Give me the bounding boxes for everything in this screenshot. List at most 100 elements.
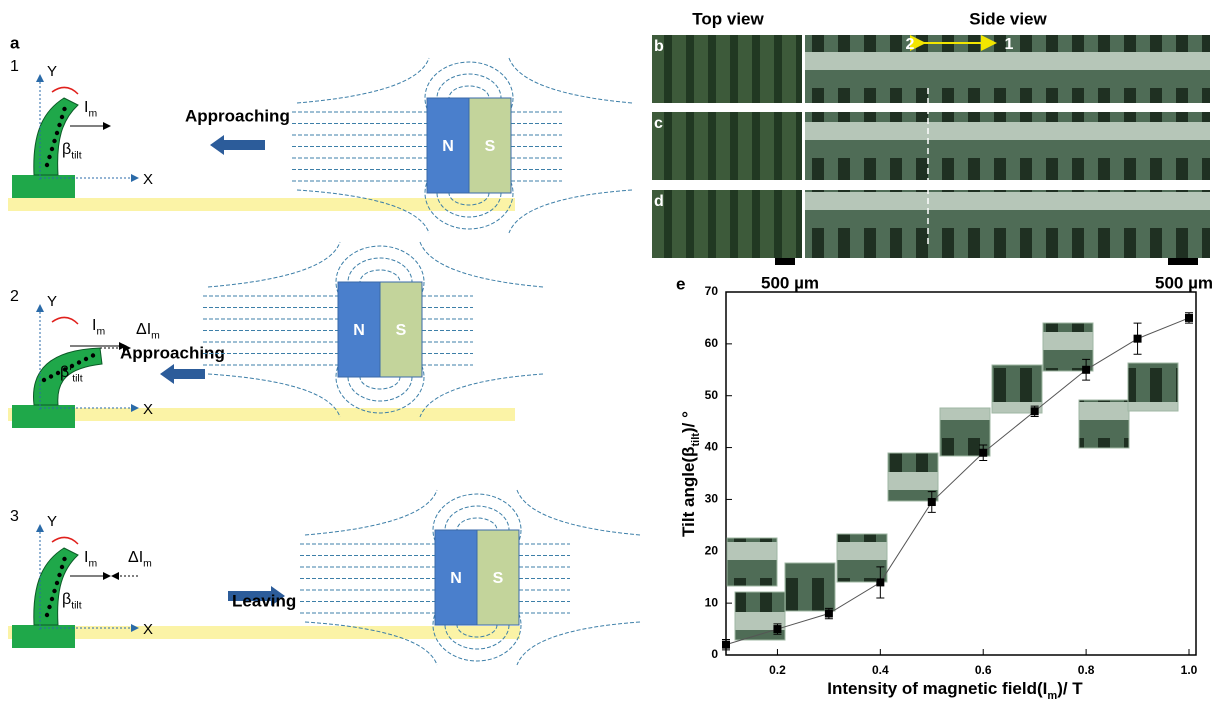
particle xyxy=(77,360,81,364)
y-axis-title: Tilt angle(βtilt)/ ° xyxy=(679,411,701,537)
particle xyxy=(45,613,49,617)
y-tick-label: 50 xyxy=(705,388,719,402)
magnet-label: S xyxy=(485,138,496,155)
y-axis-label: Y xyxy=(47,293,57,310)
particle xyxy=(49,374,53,378)
data-point xyxy=(1082,366,1090,374)
field-line xyxy=(517,622,640,665)
motion-arrow xyxy=(160,364,205,384)
substrate xyxy=(8,198,515,211)
position-marker: 1 xyxy=(1005,36,1014,53)
top-view-image xyxy=(652,112,802,180)
figure: a1YXImβtiltApproachingNS2YXImΔImβ′tiltAp… xyxy=(0,0,1222,708)
inset-image xyxy=(837,534,887,582)
action-label: Approaching xyxy=(120,343,225,362)
y-tick-label: 10 xyxy=(705,595,719,609)
x-axis-label: X xyxy=(143,401,153,418)
data-point xyxy=(773,625,781,633)
angle-label: βtilt xyxy=(62,141,82,161)
y-axis-title-part: Tilt angle(β xyxy=(679,447,698,537)
particle xyxy=(55,581,59,585)
rotation-arrow xyxy=(52,87,78,94)
particle xyxy=(50,597,54,601)
delta-label-part: m xyxy=(143,558,152,569)
field-line xyxy=(208,242,340,287)
particle xyxy=(47,155,51,159)
y-axis-title-part: )/ ° xyxy=(679,411,698,433)
inset-image xyxy=(727,538,777,586)
inset-image xyxy=(888,453,938,501)
angle-label-part: tilt xyxy=(71,150,82,161)
particle xyxy=(60,565,64,569)
data-point xyxy=(1134,335,1142,343)
angle-label-part: tilt xyxy=(71,600,82,611)
x-tick-label: 0.6 xyxy=(975,663,992,677)
image-label: c xyxy=(654,115,663,132)
force-label-part: m xyxy=(88,108,97,119)
rotation-arrow xyxy=(52,537,78,544)
particle xyxy=(45,163,49,167)
scale-label: 500 µm xyxy=(1155,273,1213,292)
angle-label: βtilt xyxy=(62,591,82,611)
data-point xyxy=(1031,407,1039,415)
inset-image xyxy=(1128,363,1178,411)
magnet-label: N xyxy=(353,322,365,339)
inset-image xyxy=(1079,400,1129,448)
row-number: 2 xyxy=(10,288,19,305)
y-axis-label: Y xyxy=(47,63,57,80)
side-view-image xyxy=(805,190,1210,258)
top-view-image xyxy=(652,35,802,103)
field-line xyxy=(297,58,429,103)
force-label-part: m xyxy=(88,558,97,569)
y-tick-label: 40 xyxy=(705,440,719,454)
particle xyxy=(57,123,61,127)
action-label: Leaving xyxy=(232,591,296,610)
magnet-label: S xyxy=(396,322,407,339)
magnet-label: N xyxy=(450,570,462,587)
delta-label-part: ΔI xyxy=(128,549,143,566)
delta-label: ΔIm xyxy=(136,321,160,341)
field-line xyxy=(305,490,437,535)
angle-label-part: β xyxy=(62,141,71,158)
particle xyxy=(50,147,54,151)
particle xyxy=(60,115,64,119)
x-tick-label: 0.2 xyxy=(769,663,786,677)
data-point xyxy=(979,449,987,457)
delta-label-part: ΔI xyxy=(136,321,151,338)
field-line xyxy=(517,490,640,535)
x-axis-title: Intensity of magnetic field(Im)/ T xyxy=(827,679,1083,701)
particle xyxy=(47,605,51,609)
rotation-arrow xyxy=(52,317,78,324)
row-number: 3 xyxy=(10,508,19,525)
substrate xyxy=(8,408,515,421)
particle xyxy=(62,107,66,111)
y-tick-label: 20 xyxy=(705,543,719,557)
particle xyxy=(55,131,59,135)
x-tick-label: 0.4 xyxy=(872,663,889,677)
particle xyxy=(84,357,88,361)
y-axis-title-part: tilt xyxy=(690,433,702,447)
particle xyxy=(52,139,56,143)
scale-bar xyxy=(1168,258,1198,265)
angle-label-part: tilt xyxy=(72,373,83,384)
data-point xyxy=(1185,314,1193,322)
inset-image xyxy=(785,563,835,611)
magnet-label: S xyxy=(493,570,504,587)
delta-label-part: m xyxy=(151,330,160,341)
image-label: b xyxy=(654,38,664,55)
y-tick-label: 70 xyxy=(705,284,719,298)
magnet-label: N xyxy=(442,138,454,155)
particle xyxy=(42,378,46,382)
angle-label-part: β′ xyxy=(60,364,72,381)
panel-label: e xyxy=(676,274,685,293)
action-label: Approaching xyxy=(185,106,290,125)
field-line xyxy=(297,190,429,233)
inset-image xyxy=(1043,323,1093,371)
data-point xyxy=(876,578,884,586)
field-line xyxy=(509,58,632,103)
x-axis-title-part: )/ T xyxy=(1057,679,1083,698)
x-axis-label: X xyxy=(143,171,153,188)
y-tick-label: 60 xyxy=(705,336,719,350)
data-point xyxy=(825,610,833,618)
x-axis-label: X xyxy=(143,621,153,638)
